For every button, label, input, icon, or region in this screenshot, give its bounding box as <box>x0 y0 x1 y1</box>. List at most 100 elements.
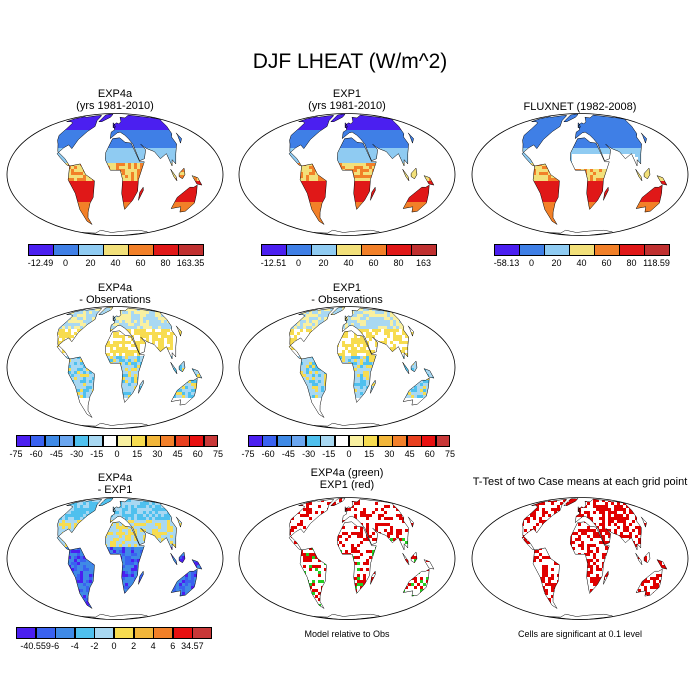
coastline-eurasia <box>109 307 177 360</box>
colorbar-box <box>178 244 204 256</box>
coastline-namer <box>288 499 334 551</box>
coastline-madag <box>138 379 144 394</box>
coastline-japan <box>175 516 182 528</box>
coastline-australia <box>635 568 663 597</box>
coastline-namer <box>56 499 102 551</box>
colorbar-label: 60 <box>193 449 203 459</box>
coastline-borneo <box>643 167 651 180</box>
coastline-australia <box>402 568 430 597</box>
colorbar-label: 20 <box>85 258 95 268</box>
coastline-madag <box>138 186 144 201</box>
colorbar-label: 2 <box>131 641 136 651</box>
colorbar-label: 0 <box>63 258 68 268</box>
colorbar-label: 60 <box>368 258 378 268</box>
coastline-australia <box>402 377 430 406</box>
colorbar-box <box>377 435 393 447</box>
colorbar-box <box>311 244 337 256</box>
coastline-ng <box>423 559 435 570</box>
colorbar-box <box>131 435 147 447</box>
colorbar-exp4a-minus-obs: -75 -60 -45 -30 -15 0 15 30 45 60 75 <box>9 435 223 465</box>
coastline-eurasia <box>109 114 177 167</box>
colorbar-box <box>320 435 336 447</box>
colorbar-box <box>114 627 135 639</box>
colorbar-box <box>203 435 219 447</box>
colorbar-exp4a: -12.49 0 20 40 60 80 163.35 <box>28 244 204 274</box>
colorbar-box <box>172 627 193 639</box>
colorbar-box <box>35 627 56 639</box>
colorbar-box <box>411 244 437 256</box>
coastline-eurasia <box>341 498 409 551</box>
map-exp1 <box>238 113 456 236</box>
coastline-africa <box>105 521 145 595</box>
coastline-sumatra <box>170 362 178 375</box>
colorbar-label: 40 <box>110 258 120 268</box>
coastline-greenland <box>330 113 346 122</box>
coastline-africa <box>570 521 610 595</box>
coastline-uk <box>112 122 116 129</box>
coastline-eurasia <box>574 114 642 167</box>
colorbar-label: -45 <box>282 449 295 459</box>
note-model-relative: Model relative to Obs <box>237 629 457 639</box>
colorbar-label: -4 <box>71 641 79 651</box>
colorbar-box <box>94 627 115 639</box>
coastline-borneo <box>410 167 418 180</box>
coastline-madag <box>370 186 376 201</box>
coastline-borneo <box>178 360 186 373</box>
colorbar-box <box>55 627 76 639</box>
colorbar-label: 6 <box>170 641 175 651</box>
coastline-samer <box>299 163 327 225</box>
coastline-uk <box>577 122 581 129</box>
colorbar-label: 4 <box>151 641 156 651</box>
coastline-samer <box>532 547 560 609</box>
colorbar-label: 60 <box>601 258 611 268</box>
coastline-africa <box>337 137 377 211</box>
coastline-japan <box>175 132 182 144</box>
colorbar-box <box>406 435 422 447</box>
coastline-greenland <box>98 113 114 122</box>
map-green-red <box>238 497 456 620</box>
coastline-japan <box>175 325 182 337</box>
coastline-japan <box>407 325 414 337</box>
coastline-africa <box>337 521 377 595</box>
coastline-namer <box>521 115 567 167</box>
colorbar-label: 75 <box>445 449 455 459</box>
colorbar-label: 20 <box>551 258 561 268</box>
colorbar-label: 80 <box>160 258 170 268</box>
coastline-samer <box>67 163 95 225</box>
colorbar-box <box>102 435 118 447</box>
colorbar-label: 80 <box>393 258 403 268</box>
coastline-sumatra <box>402 362 410 375</box>
panel-title-exp4a: EXP4a (yrs 1981-2010) <box>5 88 225 112</box>
colorbar-box <box>133 627 154 639</box>
colorbar-box <box>619 244 645 256</box>
colorbar-box <box>334 435 350 447</box>
colorbar-box <box>16 435 31 447</box>
coastline-sumatra <box>402 169 410 182</box>
colorbar-label: 45 <box>173 449 183 459</box>
colorbar-box <box>336 244 362 256</box>
figure-title: DJF LHEAT (W/m^2) <box>0 50 700 74</box>
colorbar-box <box>276 435 292 447</box>
colorbar-box <box>248 435 263 447</box>
colorbar-box <box>74 627 95 639</box>
colorbar-box <box>160 435 176 447</box>
map-fluxnet <box>471 113 689 236</box>
coastline-japan <box>640 132 647 144</box>
coastline-uk <box>577 506 581 513</box>
colorbar-label: -40.559 <box>20 641 51 651</box>
coastline-sumatra <box>170 169 178 182</box>
colorbar-label: -30 <box>70 449 83 459</box>
panel-title-ttest: T-Test of two Case means at each grid po… <box>462 476 698 488</box>
coastline-namer <box>56 308 102 360</box>
colorbar-box <box>153 627 174 639</box>
coastline-antarctica <box>82 613 149 620</box>
coastline-eurasia <box>574 498 642 551</box>
coastline-ng <box>656 175 668 186</box>
coastline-antarctica <box>547 613 614 620</box>
colorbar-box <box>59 435 75 447</box>
coastline-australia <box>170 184 198 213</box>
colorbar-box <box>361 244 387 256</box>
colorbar-box <box>145 435 161 447</box>
colorbar-label: 15 <box>364 449 374 459</box>
coastline-ng <box>191 175 203 186</box>
